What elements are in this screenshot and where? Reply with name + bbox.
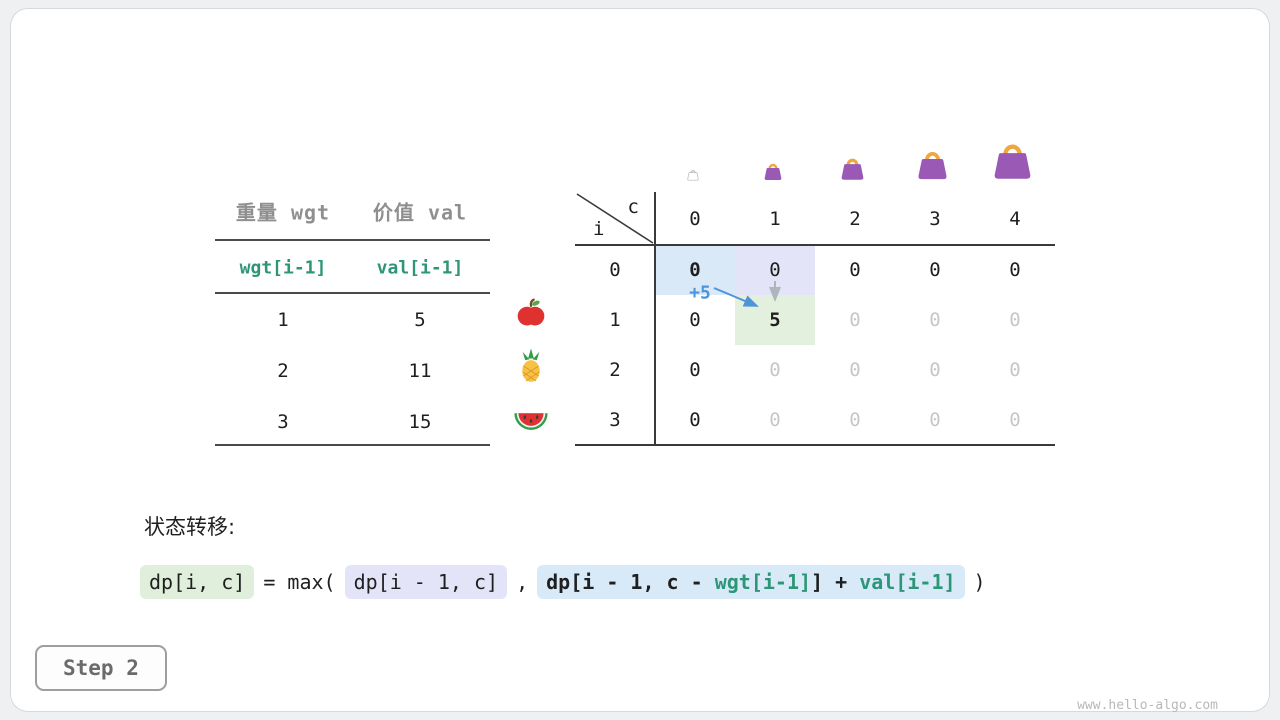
formula-arg2-val: val[i-1] (859, 570, 956, 594)
item-weight: 3 (277, 411, 289, 433)
step-badge: Step 2 (35, 645, 167, 691)
val-var-label: val[i-1] (376, 257, 464, 279)
row-var-label: i (593, 218, 605, 240)
dp-bottom-rule (575, 444, 1055, 446)
dp-row-header: 0 (609, 259, 621, 281)
pineapple-icon (516, 348, 546, 384)
empty-bag-icon (686, 168, 700, 181)
section-title: 状态转移: (144, 515, 236, 539)
item-weight: 2 (277, 360, 289, 382)
formula-equals-max: = max( (263, 570, 336, 594)
formula-arg1-chip: dp[i - 1, c] (344, 565, 508, 599)
dp-cell: 0 (929, 409, 941, 431)
dp-cell: 0 (849, 409, 861, 431)
dp-col-header: 4 (1009, 207, 1021, 230)
formula-arg2-wgt: wgt[i-1] (714, 570, 812, 594)
dp-row-header: 3 (609, 409, 621, 431)
watermelon-icon (512, 404, 550, 434)
dp-cell: 0 (655, 245, 735, 295)
dp-cell: 0 (769, 409, 781, 431)
dp-cell: 0 (1009, 359, 1021, 381)
dp-cell: 0 (929, 259, 941, 281)
bag-icon (989, 138, 1036, 181)
formula-comma: , (516, 570, 529, 594)
col-var-label: c (627, 196, 639, 218)
item-value: 5 (414, 309, 426, 331)
dp-row-header: 1 (609, 309, 621, 331)
dp-cell: 0 (1009, 409, 1021, 431)
dp-vertical-rule (654, 192, 656, 446)
item-value: 15 (408, 411, 432, 433)
dp-cell: 0 (849, 259, 861, 281)
dp-table: c i 0 1 2 3 4 0 0 0 0 0 0 1 0 5 0 0 0 2 … (575, 192, 1055, 445)
item-weight: 1 (277, 309, 289, 331)
dp-cell: 0 (929, 309, 941, 331)
dp-cell: 0 (1009, 259, 1021, 281)
state-transition-formula: dp[i, c] = max( dp[i - 1, c] , dp[i - 1,… (140, 560, 986, 604)
transition-value-annotation: +5 (689, 282, 711, 304)
dp-cell: 0 (689, 409, 701, 431)
watermark: www.hello-algo.com (1077, 698, 1218, 713)
dp-cell: 0 (689, 309, 701, 331)
dp-corner-cell: c i (575, 192, 655, 245)
dp-header-rule (575, 244, 1055, 246)
dp-cell: 0 (849, 359, 861, 381)
wgt-var-label: wgt[i-1] (239, 257, 327, 279)
dp-cell: 0 (735, 245, 815, 295)
dp-cell: 0 (849, 309, 861, 331)
bag-icon (838, 155, 867, 181)
formula-arg2-chip: dp[i - 1, c - wgt[i-1]] + val[i-1] (537, 565, 965, 599)
dp-row-header: 2 (609, 359, 621, 381)
dp-cell: 0 (769, 359, 781, 381)
dp-cell: 0 (689, 359, 701, 381)
dp-col-header: 2 (849, 207, 861, 230)
apple-icon (515, 297, 547, 329)
dp-cell: 0 (929, 359, 941, 381)
weight-column-header: 重量 wgt (235, 200, 331, 225)
table-divider (215, 292, 490, 294)
dp-col-header: 3 (929, 207, 941, 230)
value-column-header: 价值 val (372, 200, 468, 225)
formula-close-paren: ) (973, 570, 986, 594)
formula-arg2-prefix: dp[i - 1, c - (546, 570, 715, 594)
bag-icon (762, 161, 784, 181)
table-divider (215, 239, 490, 241)
item-value: 11 (408, 360, 432, 382)
bag-icon (914, 147, 951, 181)
dp-col-header: 1 (769, 207, 781, 230)
table-divider (215, 444, 490, 446)
dp-cell: 0 (1009, 309, 1021, 331)
formula-arg2-mid: ] + (811, 570, 860, 594)
dp-col-header: 0 (689, 207, 701, 230)
dp-cell: 5 (735, 295, 815, 345)
formula-lhs-chip: dp[i, c] (140, 565, 255, 599)
